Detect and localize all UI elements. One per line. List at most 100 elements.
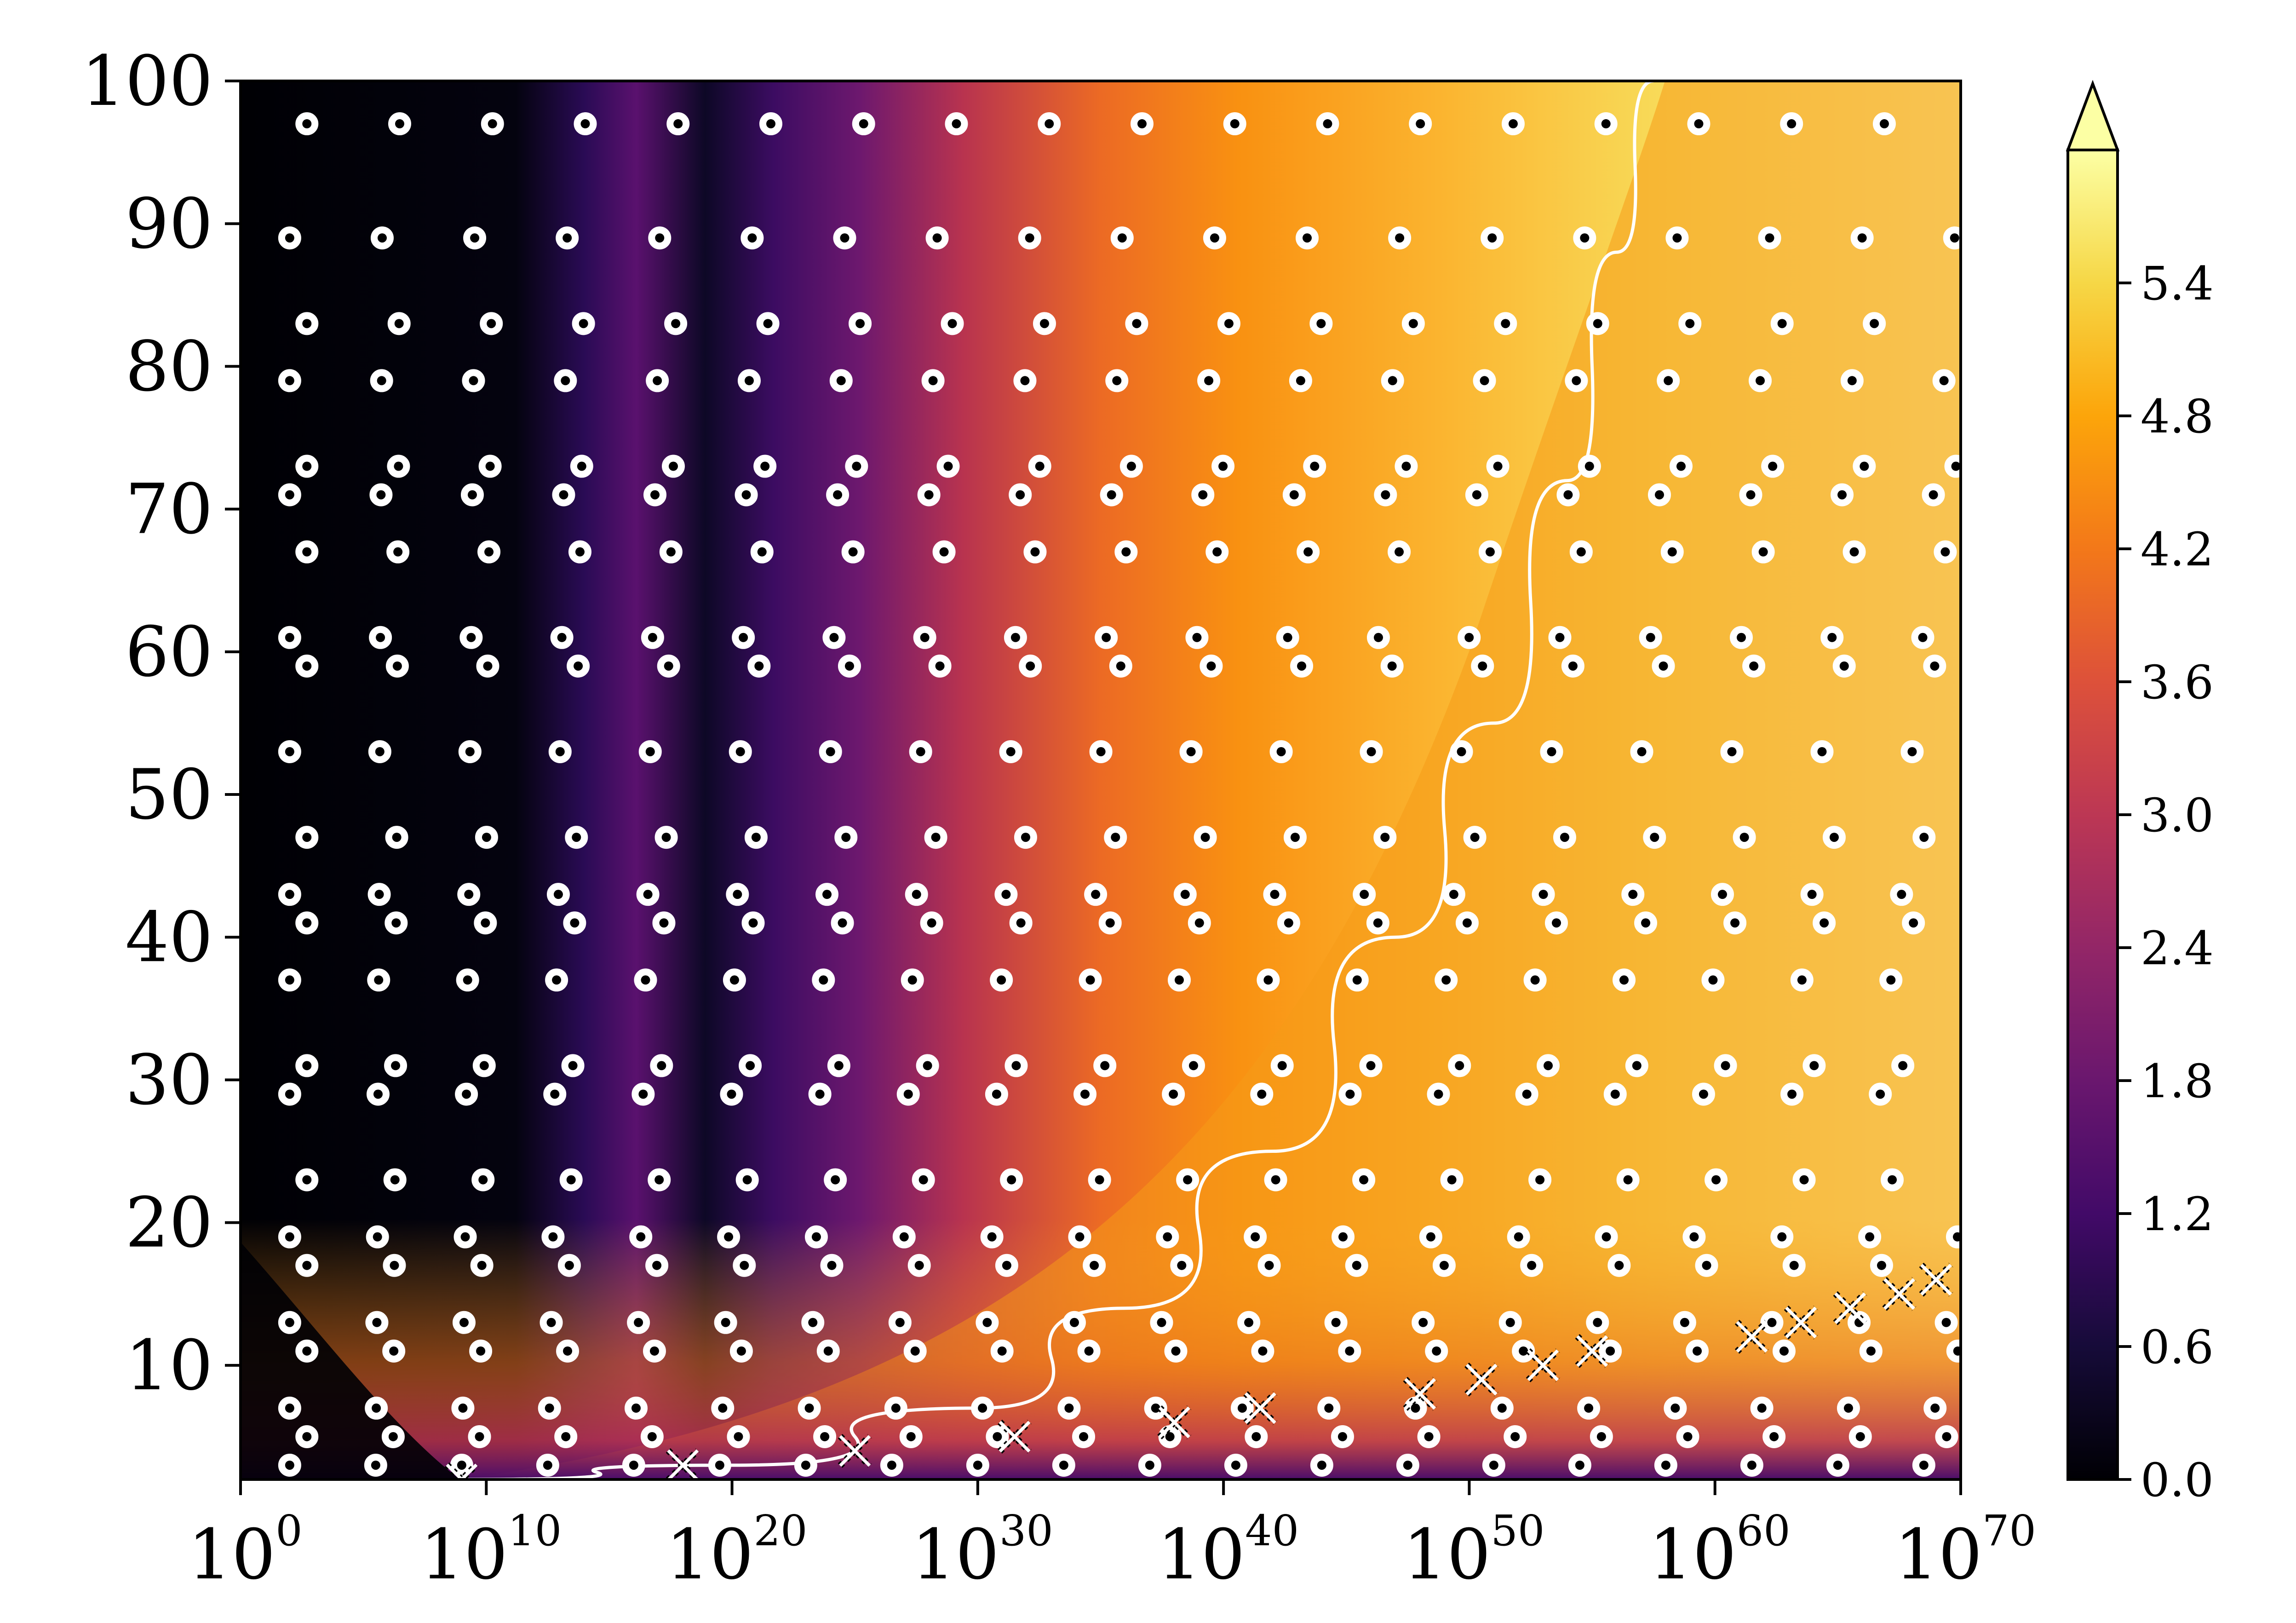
marker-center bbox=[462, 1089, 471, 1099]
marker-center bbox=[543, 1460, 552, 1470]
marker-center bbox=[1847, 376, 1857, 386]
cross-marker bbox=[838, 1434, 872, 1468]
marker-center bbox=[1439, 1260, 1449, 1270]
marker-center bbox=[1244, 1318, 1254, 1327]
marker-center bbox=[1177, 1260, 1187, 1270]
marker-center bbox=[390, 1260, 399, 1270]
marker-center bbox=[657, 1061, 666, 1070]
marker-center bbox=[920, 633, 930, 642]
marker-center bbox=[285, 1318, 294, 1327]
marker-center bbox=[855, 319, 865, 328]
marker-center bbox=[1575, 1460, 1584, 1470]
marker-center bbox=[394, 461, 403, 471]
marker-center bbox=[1614, 1260, 1624, 1270]
marker-center bbox=[1568, 661, 1578, 671]
marker-center bbox=[1345, 1089, 1355, 1099]
marker-center bbox=[570, 918, 580, 928]
cross-stroke bbox=[459, 1463, 478, 1479]
marker-center bbox=[1898, 1061, 1908, 1070]
cross-marker bbox=[1403, 1376, 1437, 1411]
marker-center bbox=[1527, 1260, 1537, 1270]
cross-stroke bbox=[1465, 1364, 1498, 1396]
marker-center bbox=[1345, 1346, 1355, 1356]
marker-center bbox=[561, 376, 570, 386]
marker-center bbox=[833, 490, 843, 500]
marker-center bbox=[1538, 890, 1548, 899]
marker-center bbox=[1137, 119, 1147, 129]
marker-center bbox=[923, 1061, 932, 1070]
marker-center bbox=[1403, 1460, 1412, 1470]
marker-center bbox=[631, 1403, 641, 1413]
x-tick-label: 1060 bbox=[1649, 1506, 1791, 1595]
marker-center bbox=[736, 1346, 746, 1356]
y-tick-label: 90 bbox=[125, 184, 213, 264]
colorbar-ticks: 0.0 0.6 1.2 1.8 2.4 3.0 3.6 4.2 4.8 5.4 bbox=[2118, 257, 2214, 1507]
colorbar-tick-label: 4.2 bbox=[2141, 523, 2214, 576]
marker-center bbox=[952, 119, 961, 129]
marker-center bbox=[1551, 918, 1561, 928]
marker-center bbox=[1218, 461, 1228, 471]
marker-center bbox=[654, 1175, 664, 1185]
marker-center bbox=[1909, 918, 1918, 928]
marker-center bbox=[808, 1318, 818, 1327]
x-tick-exponent: 60 bbox=[1737, 1506, 1791, 1555]
cross-stroke bbox=[446, 1463, 464, 1479]
marker-center bbox=[641, 975, 650, 985]
marker-center bbox=[1373, 633, 1383, 642]
marker-center bbox=[1010, 633, 1020, 642]
marker-center bbox=[1310, 461, 1320, 471]
marker-center bbox=[836, 376, 846, 386]
marker-center bbox=[747, 233, 757, 243]
marker-center bbox=[1514, 1232, 1523, 1242]
marker-center bbox=[647, 1432, 657, 1441]
marker-center bbox=[479, 1061, 489, 1070]
marker-center bbox=[1897, 890, 1906, 899]
marker-center bbox=[1447, 1175, 1457, 1185]
cross-marker bbox=[1919, 1262, 1953, 1297]
marker-center bbox=[1623, 1175, 1633, 1185]
colorbar: 0.0 0.6 1.2 1.8 2.4 3.0 3.6 4.2 4.8 5.4 bbox=[2066, 80, 2214, 1507]
marker-center bbox=[903, 1089, 913, 1099]
marker-center bbox=[1408, 319, 1418, 328]
marker-center bbox=[481, 918, 490, 928]
marker-center bbox=[1035, 461, 1045, 471]
marker-center bbox=[1303, 233, 1312, 243]
marker-center bbox=[1381, 490, 1390, 500]
marker-center bbox=[1212, 547, 1222, 557]
marker-center bbox=[1746, 490, 1756, 500]
marker-center bbox=[1632, 1061, 1642, 1070]
marker-center bbox=[1619, 975, 1629, 985]
marker-center bbox=[1953, 1346, 1961, 1356]
cross-marker bbox=[666, 1448, 700, 1479]
marker-center bbox=[1918, 633, 1928, 642]
marker-center bbox=[1951, 461, 1961, 471]
marker-center bbox=[1464, 633, 1474, 642]
marker-center bbox=[727, 1089, 736, 1099]
marker-center bbox=[1501, 319, 1510, 328]
marker-center bbox=[1020, 376, 1030, 386]
marker-center bbox=[1324, 1403, 1334, 1413]
marker-center bbox=[734, 1432, 743, 1441]
marker-center bbox=[1877, 1260, 1886, 1270]
marker-center bbox=[742, 1175, 752, 1185]
marker-center bbox=[1480, 376, 1489, 386]
marker-center bbox=[844, 661, 854, 671]
marker-center bbox=[1650, 833, 1659, 842]
marker-center bbox=[1606, 1346, 1615, 1356]
marker-center bbox=[1727, 747, 1737, 756]
marker-center bbox=[1270, 890, 1280, 899]
marker-center bbox=[1667, 547, 1677, 557]
marker-center bbox=[285, 633, 294, 642]
marker-center bbox=[302, 319, 312, 328]
marker-center bbox=[372, 1318, 382, 1327]
marker-center bbox=[1165, 1432, 1175, 1441]
marker-center bbox=[1817, 747, 1827, 756]
marker-center bbox=[729, 975, 739, 985]
marker-center bbox=[1401, 461, 1411, 471]
colorbar-tick-label: 1.8 bbox=[2141, 1054, 2214, 1108]
marker-center bbox=[746, 1061, 755, 1070]
marker-center bbox=[1316, 319, 1326, 328]
marker-center bbox=[1366, 1061, 1376, 1070]
marker-center bbox=[997, 1346, 1007, 1356]
marker-center bbox=[377, 233, 387, 243]
